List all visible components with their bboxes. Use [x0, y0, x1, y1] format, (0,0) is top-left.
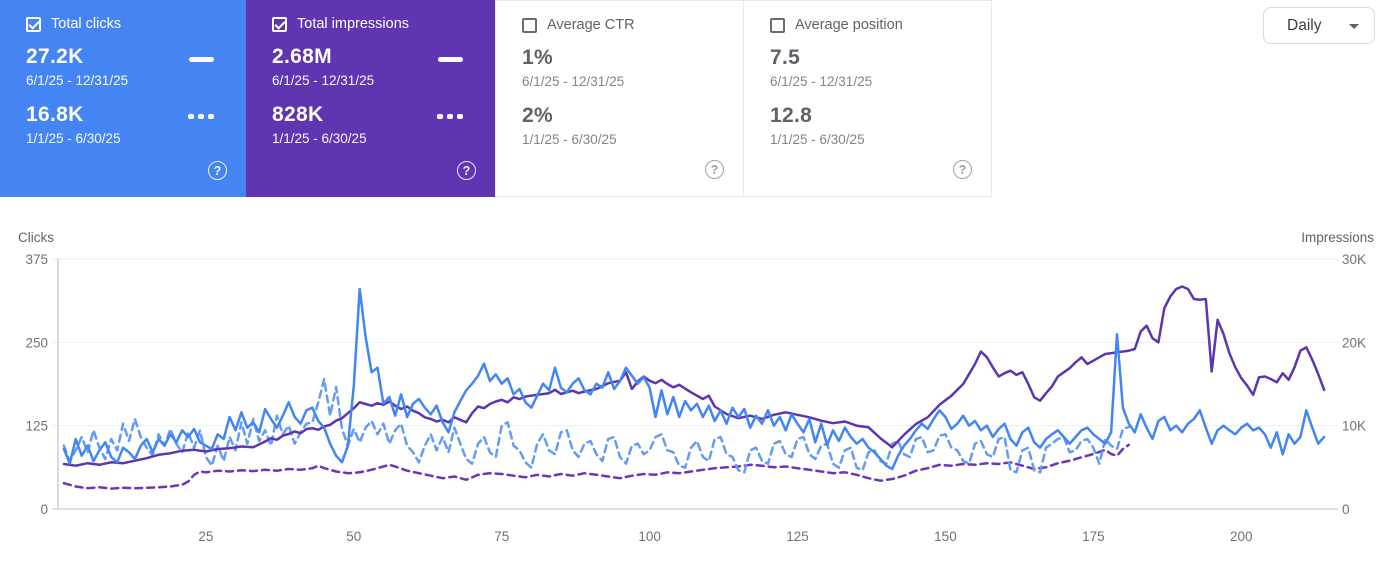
solid-line-icon [438, 57, 463, 62]
card-label: Total clicks [51, 16, 122, 32]
help-question-icon[interactable]: ? [953, 160, 972, 179]
card-header: Total impressions [272, 16, 409, 32]
metric-value: 12.8 [770, 104, 813, 127]
metric-previous-period: 12.8 1/1/25 - 6/30/25 [770, 104, 865, 147]
metric-date-range: 1/1/25 - 6/30/25 [26, 131, 121, 146]
card-total-impressions[interactable]: Total impressions 2.68M 6/1/25 - 12/31/2… [246, 0, 495, 197]
average-ctr-checkbox[interactable] [522, 17, 537, 33]
y-left-axis-title: Clicks [18, 230, 54, 245]
metric-date-range: 6/1/25 - 12/31/25 [272, 73, 375, 88]
metric-value: 2.68M [272, 45, 332, 68]
x-tick-label: 125 [786, 529, 809, 544]
x-tick-label: 25 [198, 529, 213, 544]
granularity-dropdown-label: Daily [1287, 16, 1322, 34]
card-label: Average position [795, 17, 903, 33]
metric-value: 27.2K [26, 45, 84, 68]
series-line-impressions-previous [62, 443, 1131, 490]
metrics-cards-row: Total clicks 27.2K 6/1/25 - 12/31/25 16.… [0, 0, 992, 197]
metric-previous-period: 16.8K 1/1/25 - 6/30/25 [26, 103, 121, 146]
solid-line-icon [189, 57, 214, 62]
y-right-tick-label: 10K [1342, 419, 1366, 434]
x-tick-label: 175 [1082, 529, 1105, 544]
y-right-tick-label: 30K [1342, 252, 1366, 267]
y-left-tick-label: 250 [25, 335, 48, 350]
metric-previous-period: 828K 1/1/25 - 6/30/25 [272, 103, 367, 146]
metric-current-period: 1% 6/1/25 - 12/31/25 [522, 46, 624, 89]
help-question-icon[interactable]: ? [457, 161, 476, 180]
series-line-impressions-current [62, 285, 1326, 467]
metric-current-period: 2.68M 6/1/25 - 12/31/25 [272, 45, 374, 88]
metric-value: 828K [272, 103, 324, 126]
series-line-clicks-current [62, 287, 1326, 471]
metric-value: 16.8K [26, 103, 84, 126]
card-average-ctr[interactable]: Average CTR 1% 6/1/25 - 12/31/25 2% 1/1/… [495, 0, 744, 197]
help-question-icon[interactable]: ? [705, 160, 724, 179]
metric-previous-period: 2% 1/1/25 - 6/30/25 [522, 104, 617, 147]
y-left-tick-label: 0 [40, 502, 48, 517]
card-total-clicks[interactable]: Total clicks 27.2K 6/1/25 - 12/31/25 16.… [0, 0, 246, 197]
dashed-line-icon [187, 114, 214, 119]
y-left-tick-label: 375 [25, 252, 48, 267]
metric-date-range: 6/1/25 - 12/31/25 [770, 74, 873, 89]
help-question-icon[interactable]: ? [208, 161, 227, 180]
total-clicks-checkbox[interactable] [26, 16, 41, 32]
metric-value: 1% [522, 46, 553, 69]
metric-date-range: 1/1/25 - 6/30/25 [522, 132, 617, 147]
average-position-checkbox[interactable] [770, 17, 785, 33]
metric-value: 2% [522, 104, 553, 127]
y-right-axis-title: Impressions [1301, 230, 1374, 245]
x-tick-label: 200 [1230, 529, 1253, 544]
metric-value: 7.5 [770, 46, 801, 69]
metric-current-period: 27.2K 6/1/25 - 12/31/25 [26, 45, 128, 88]
total-impressions-checkbox[interactable] [272, 16, 287, 32]
granularity-dropdown[interactable]: Daily [1263, 7, 1375, 44]
dashed-line-icon [436, 114, 463, 119]
metric-current-period: 7.5 6/1/25 - 12/31/25 [770, 46, 872, 89]
metric-date-range: 6/1/25 - 12/31/25 [26, 73, 129, 88]
metric-date-range: 1/1/25 - 6/30/25 [272, 131, 367, 146]
x-tick-label: 150 [934, 529, 957, 544]
x-tick-label: 75 [494, 529, 509, 544]
series-line-clicks-previous [62, 377, 1131, 474]
y-right-tick-label: 0 [1342, 502, 1350, 517]
metric-date-range: 6/1/25 - 12/31/25 [522, 74, 625, 89]
x-tick-label: 50 [346, 529, 361, 544]
card-header: Total clicks [26, 16, 121, 32]
card-label: Total impressions [297, 16, 410, 32]
y-left-tick-label: 125 [25, 419, 48, 434]
card-header: Average position [770, 17, 903, 33]
card-header: Average CTR [522, 17, 635, 33]
card-label: Average CTR [547, 17, 635, 33]
metric-date-range: 1/1/25 - 6/30/25 [770, 132, 865, 147]
caret-down-icon [1349, 24, 1359, 29]
card-average-position[interactable]: Average position 7.5 6/1/25 - 12/31/25 1… [743, 0, 992, 197]
x-tick-label: 100 [638, 529, 661, 544]
y-right-tick-label: 20K [1342, 335, 1366, 350]
